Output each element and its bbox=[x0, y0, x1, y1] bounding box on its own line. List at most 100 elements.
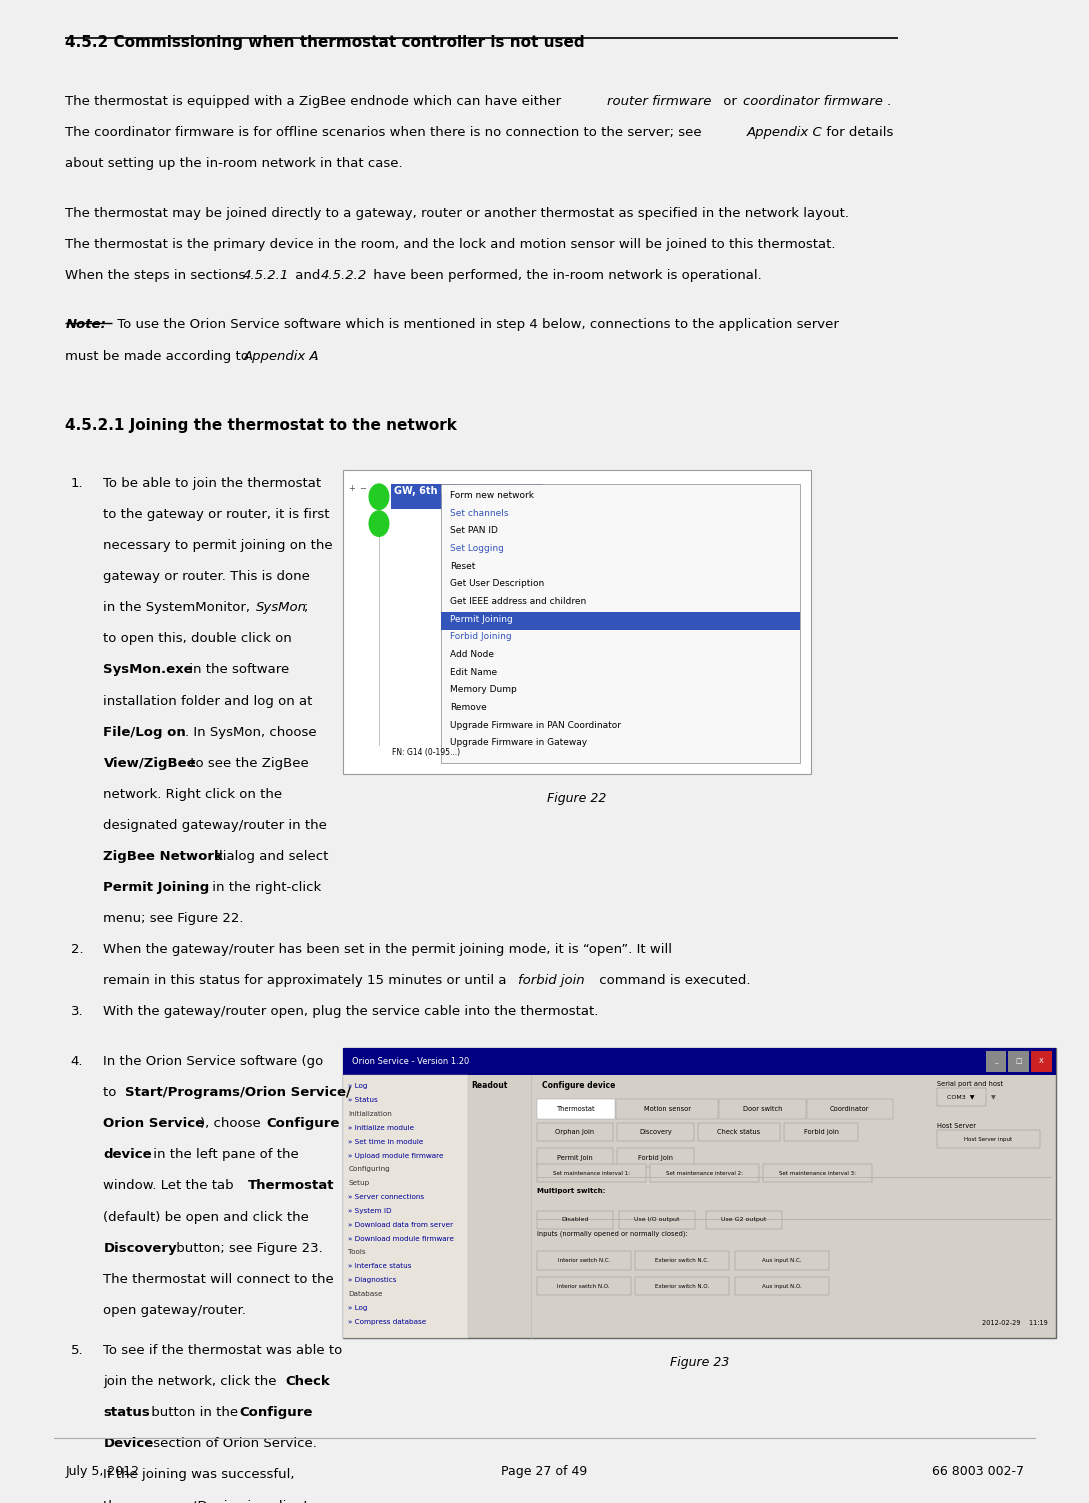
Text: necessary to permit joining on the: necessary to permit joining on the bbox=[103, 540, 333, 552]
Text: (default) be open and click the: (default) be open and click the bbox=[103, 1210, 309, 1223]
Text: » Set time in module: » Set time in module bbox=[348, 1139, 424, 1145]
Text: Get User Description: Get User Description bbox=[450, 579, 544, 588]
Text: SysMon: SysMon bbox=[256, 601, 307, 615]
FancyBboxPatch shape bbox=[343, 1048, 1056, 1338]
Text: When the steps in sections: When the steps in sections bbox=[65, 269, 250, 281]
Text: Aux input N.C.: Aux input N.C. bbox=[762, 1258, 802, 1263]
FancyBboxPatch shape bbox=[1031, 1051, 1052, 1072]
Text: Orion Service: Orion Service bbox=[103, 1117, 205, 1130]
Text: Set Logging: Set Logging bbox=[450, 544, 503, 553]
Circle shape bbox=[369, 484, 389, 510]
Text: If the joining was successful,: If the joining was successful, bbox=[103, 1468, 295, 1482]
Text: in the software: in the software bbox=[185, 663, 290, 676]
Text: network. Right click on the: network. Right click on the bbox=[103, 788, 282, 801]
Text: in the SystemMonitor,: in the SystemMonitor, bbox=[103, 601, 255, 615]
Text: Interior switch N.O.: Interior switch N.O. bbox=[558, 1284, 610, 1288]
Text: With the gateway/router open, plug the service cable into the thermostat.: With the gateway/router open, plug the s… bbox=[103, 1006, 599, 1019]
Text: . In SysMon, choose: . In SysMon, choose bbox=[185, 726, 317, 738]
Text: Host Server: Host Server bbox=[937, 1123, 976, 1129]
FancyBboxPatch shape bbox=[617, 1148, 694, 1166]
Text: View/ZigBee: View/ZigBee bbox=[103, 756, 196, 770]
Text: button in the: button in the bbox=[147, 1407, 243, 1419]
FancyBboxPatch shape bbox=[635, 1278, 729, 1296]
Text: ), choose: ), choose bbox=[200, 1117, 266, 1130]
FancyBboxPatch shape bbox=[635, 1252, 729, 1270]
Text: Thermostat: Thermostat bbox=[248, 1180, 334, 1192]
Text: Set maintenance interval 2:: Set maintenance interval 2: bbox=[666, 1171, 743, 1175]
Text: The thermostat will connect to the: The thermostat will connect to the bbox=[103, 1273, 334, 1285]
Text: Figure 22: Figure 22 bbox=[548, 792, 607, 806]
Text: Upgrade Firmware in Gateway: Upgrade Firmware in Gateway bbox=[450, 738, 587, 747]
Text: join the network, click the: join the network, click the bbox=[103, 1375, 281, 1389]
Text: 4.: 4. bbox=[71, 1055, 83, 1069]
FancyBboxPatch shape bbox=[441, 612, 800, 630]
Text: 5.: 5. bbox=[71, 1344, 84, 1357]
Text: Host Server input: Host Server input bbox=[964, 1136, 1013, 1142]
Text: To be able to join the thermostat: To be able to join the thermostat bbox=[103, 476, 321, 490]
FancyBboxPatch shape bbox=[537, 1163, 646, 1183]
Text: To use the Orion Service software which is mentioned in step 4 below, connection: To use the Orion Service software which … bbox=[113, 319, 840, 332]
Text: Initialization: Initialization bbox=[348, 1111, 392, 1117]
Text: in the left pane of the: in the left pane of the bbox=[149, 1148, 299, 1162]
Circle shape bbox=[369, 511, 389, 537]
Text: Set maintenance interval 3:: Set maintenance interval 3: bbox=[780, 1171, 856, 1175]
Text: .: . bbox=[886, 95, 891, 108]
Text: » Status: » Status bbox=[348, 1097, 378, 1103]
Text: Interior switch N.C.: Interior switch N.C. bbox=[558, 1258, 610, 1263]
Text: Forbid Join: Forbid Join bbox=[638, 1154, 673, 1160]
Text: Memory Dump: Memory Dump bbox=[450, 685, 516, 694]
FancyBboxPatch shape bbox=[537, 1210, 613, 1229]
Text: » Diagnostics: » Diagnostics bbox=[348, 1278, 397, 1284]
Text: July 5, 2012: July 5, 2012 bbox=[65, 1465, 139, 1477]
FancyBboxPatch shape bbox=[343, 1075, 468, 1338]
Text: The thermostat is equipped with a ZigBee endnode which can have either: The thermostat is equipped with a ZigBee… bbox=[65, 95, 565, 108]
Text: Reset: Reset bbox=[450, 562, 475, 571]
Text: designated gateway/router in the: designated gateway/router in the bbox=[103, 819, 328, 831]
Text: Inputs (normally opened or normally closed):: Inputs (normally opened or normally clos… bbox=[537, 1231, 687, 1237]
Text: 4.5.2.2: 4.5.2.2 bbox=[321, 269, 367, 281]
Text: coordinator firmware: coordinator firmware bbox=[743, 95, 882, 108]
Text: Get IEEE address and children: Get IEEE address and children bbox=[450, 597, 586, 606]
Text: and: and bbox=[291, 269, 325, 281]
Text: Device: Device bbox=[103, 1437, 154, 1450]
Text: in the right-click: in the right-click bbox=[208, 881, 321, 894]
Text: Configure device: Configure device bbox=[542, 1081, 615, 1090]
Text: forbid join: forbid join bbox=[518, 974, 585, 987]
Text: +: + bbox=[348, 484, 355, 493]
Text: for details: for details bbox=[822, 126, 894, 138]
Text: Readout: Readout bbox=[472, 1081, 507, 1090]
Text: Coordinator: Coordinator bbox=[830, 1106, 870, 1112]
Text: Serial port and host: Serial port and host bbox=[937, 1081, 1003, 1087]
Text: COM3  ▼: COM3 ▼ bbox=[947, 1094, 975, 1099]
Text: Start/Programs/Orion Service/: Start/Programs/Orion Service/ bbox=[125, 1087, 351, 1099]
Text: X: X bbox=[1039, 1058, 1044, 1064]
FancyBboxPatch shape bbox=[617, 1123, 694, 1141]
Text: » System ID: » System ID bbox=[348, 1208, 392, 1214]
Text: Use G2 output: Use G2 output bbox=[721, 1217, 767, 1222]
Text: ZigBee Network: ZigBee Network bbox=[103, 851, 223, 863]
Text: Permit Join: Permit Join bbox=[558, 1154, 592, 1160]
Text: dialog and select: dialog and select bbox=[210, 851, 329, 863]
FancyBboxPatch shape bbox=[720, 1099, 806, 1118]
Text: Add Node: Add Node bbox=[450, 649, 493, 658]
FancyBboxPatch shape bbox=[807, 1099, 893, 1118]
Text: The thermostat is the primary device in the room, and the lock and motion sensor: The thermostat is the primary device in … bbox=[65, 237, 836, 251]
Text: 4.5.2.1: 4.5.2.1 bbox=[243, 269, 289, 281]
Text: Set channels: Set channels bbox=[450, 508, 509, 517]
FancyBboxPatch shape bbox=[937, 1130, 1040, 1148]
FancyBboxPatch shape bbox=[441, 484, 800, 764]
Text: » Upload module firmware: » Upload module firmware bbox=[348, 1153, 444, 1159]
Text: ▼: ▼ bbox=[991, 1096, 995, 1100]
Text: Figure 23: Figure 23 bbox=[670, 1356, 730, 1369]
Text: device: device bbox=[103, 1148, 152, 1162]
Text: to the gateway or router, it is first: to the gateway or router, it is first bbox=[103, 508, 330, 522]
Text: or: or bbox=[719, 95, 741, 108]
Text: Multiport switch:: Multiport switch: bbox=[537, 1187, 605, 1193]
FancyBboxPatch shape bbox=[937, 1088, 986, 1106]
Text: Form new network: Form new network bbox=[450, 491, 534, 500]
Text: Edit Name: Edit Name bbox=[450, 667, 497, 676]
Text: 2.: 2. bbox=[71, 944, 84, 956]
Text: section of Orion Service.: section of Orion Service. bbox=[149, 1437, 317, 1450]
Text: □: □ bbox=[1015, 1058, 1023, 1064]
FancyBboxPatch shape bbox=[735, 1252, 829, 1270]
